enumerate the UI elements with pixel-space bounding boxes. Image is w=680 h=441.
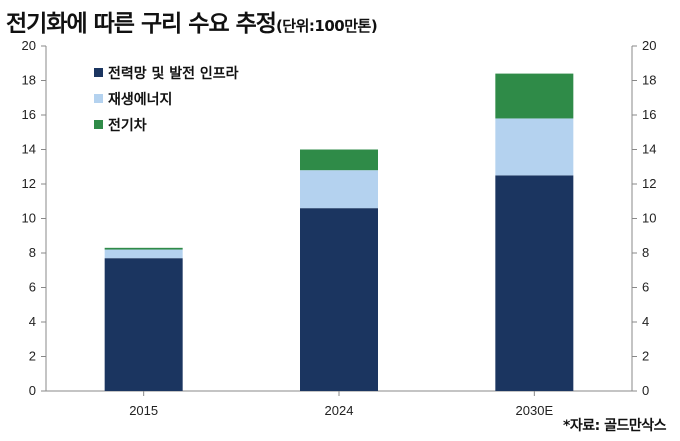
bar-segment-2024-series-2 xyxy=(300,149,378,171)
y-tick-label-right: 12 xyxy=(642,176,656,191)
legend-swatch-0 xyxy=(94,68,103,77)
legend-swatch-1 xyxy=(94,94,103,103)
y-tick-label-left: 0 xyxy=(29,383,36,398)
legend-label-2: 전기차 xyxy=(108,117,147,134)
bars xyxy=(104,73,574,391)
y-tick-label-right: 0 xyxy=(642,383,649,398)
x-tick-label-2015: 2015 xyxy=(129,403,158,418)
y-tick-label-left: 18 xyxy=(22,73,36,88)
chart-unit: (단위:100만톤) xyxy=(275,17,378,35)
y-tick-label-right: 16 xyxy=(642,107,656,122)
chart-title-block: 전기화에 따른 구리 수요 추정(단위:100만톤) xyxy=(6,4,378,38)
y-tick-label-left: 16 xyxy=(22,107,36,122)
y-tick-label-left: 6 xyxy=(29,280,36,295)
y-tick-label-left: 20 xyxy=(22,38,36,53)
y-tick-label-right: 10 xyxy=(642,211,656,226)
legend-label-1: 재생에너지 xyxy=(108,92,172,108)
bar-segment-2015-series-1 xyxy=(104,249,183,259)
y-tick-label-left: 2 xyxy=(29,349,36,364)
chart-title: 전기화에 따른 구리 수요 추정 xyxy=(6,11,277,37)
y-tick-label-right: 4 xyxy=(642,314,649,329)
x-tick-label-2030E: 2030E xyxy=(516,403,554,418)
y-tick-label-right: 6 xyxy=(642,280,649,295)
y-tick-label-left: 12 xyxy=(22,176,36,191)
y-tick-label-right: 20 xyxy=(642,38,656,53)
legend-swatch-2 xyxy=(94,120,103,129)
y-tick-label-right: 14 xyxy=(642,142,656,157)
y-tick-label-left: 14 xyxy=(22,142,36,157)
bar-segment-2024-series-0 xyxy=(300,208,378,391)
bar-segment-2030E-series-1 xyxy=(495,118,574,176)
y-tick-label-left: 10 xyxy=(22,211,36,226)
bar-segment-2030E-series-0 xyxy=(495,175,574,391)
legend-label-0: 전력망 및 발전 인프라 xyxy=(108,65,239,82)
y-tick-label-right: 8 xyxy=(642,245,649,260)
bar-segment-2015-series-2 xyxy=(104,247,183,250)
y-tick-label-left: 4 xyxy=(29,314,36,329)
bar-segment-2030E-series-2 xyxy=(495,73,574,119)
source-note: *자료: 골드만삭스 xyxy=(563,418,666,434)
bar-segment-2024-series-1 xyxy=(300,170,378,209)
y-tick-label-right: 18 xyxy=(642,73,656,88)
y-tick-label-right: 2 xyxy=(642,349,649,364)
bar-segment-2015-series-0 xyxy=(104,258,183,391)
y-tick-label-left: 8 xyxy=(29,245,36,260)
axes: 0 0 2 2 4 4 6 6 8 8 10 10 12 12 14 14 16 16 18 18 20 20 2015 20… xyxy=(22,38,657,418)
x-tick-label-2024: 2024 xyxy=(325,403,354,418)
